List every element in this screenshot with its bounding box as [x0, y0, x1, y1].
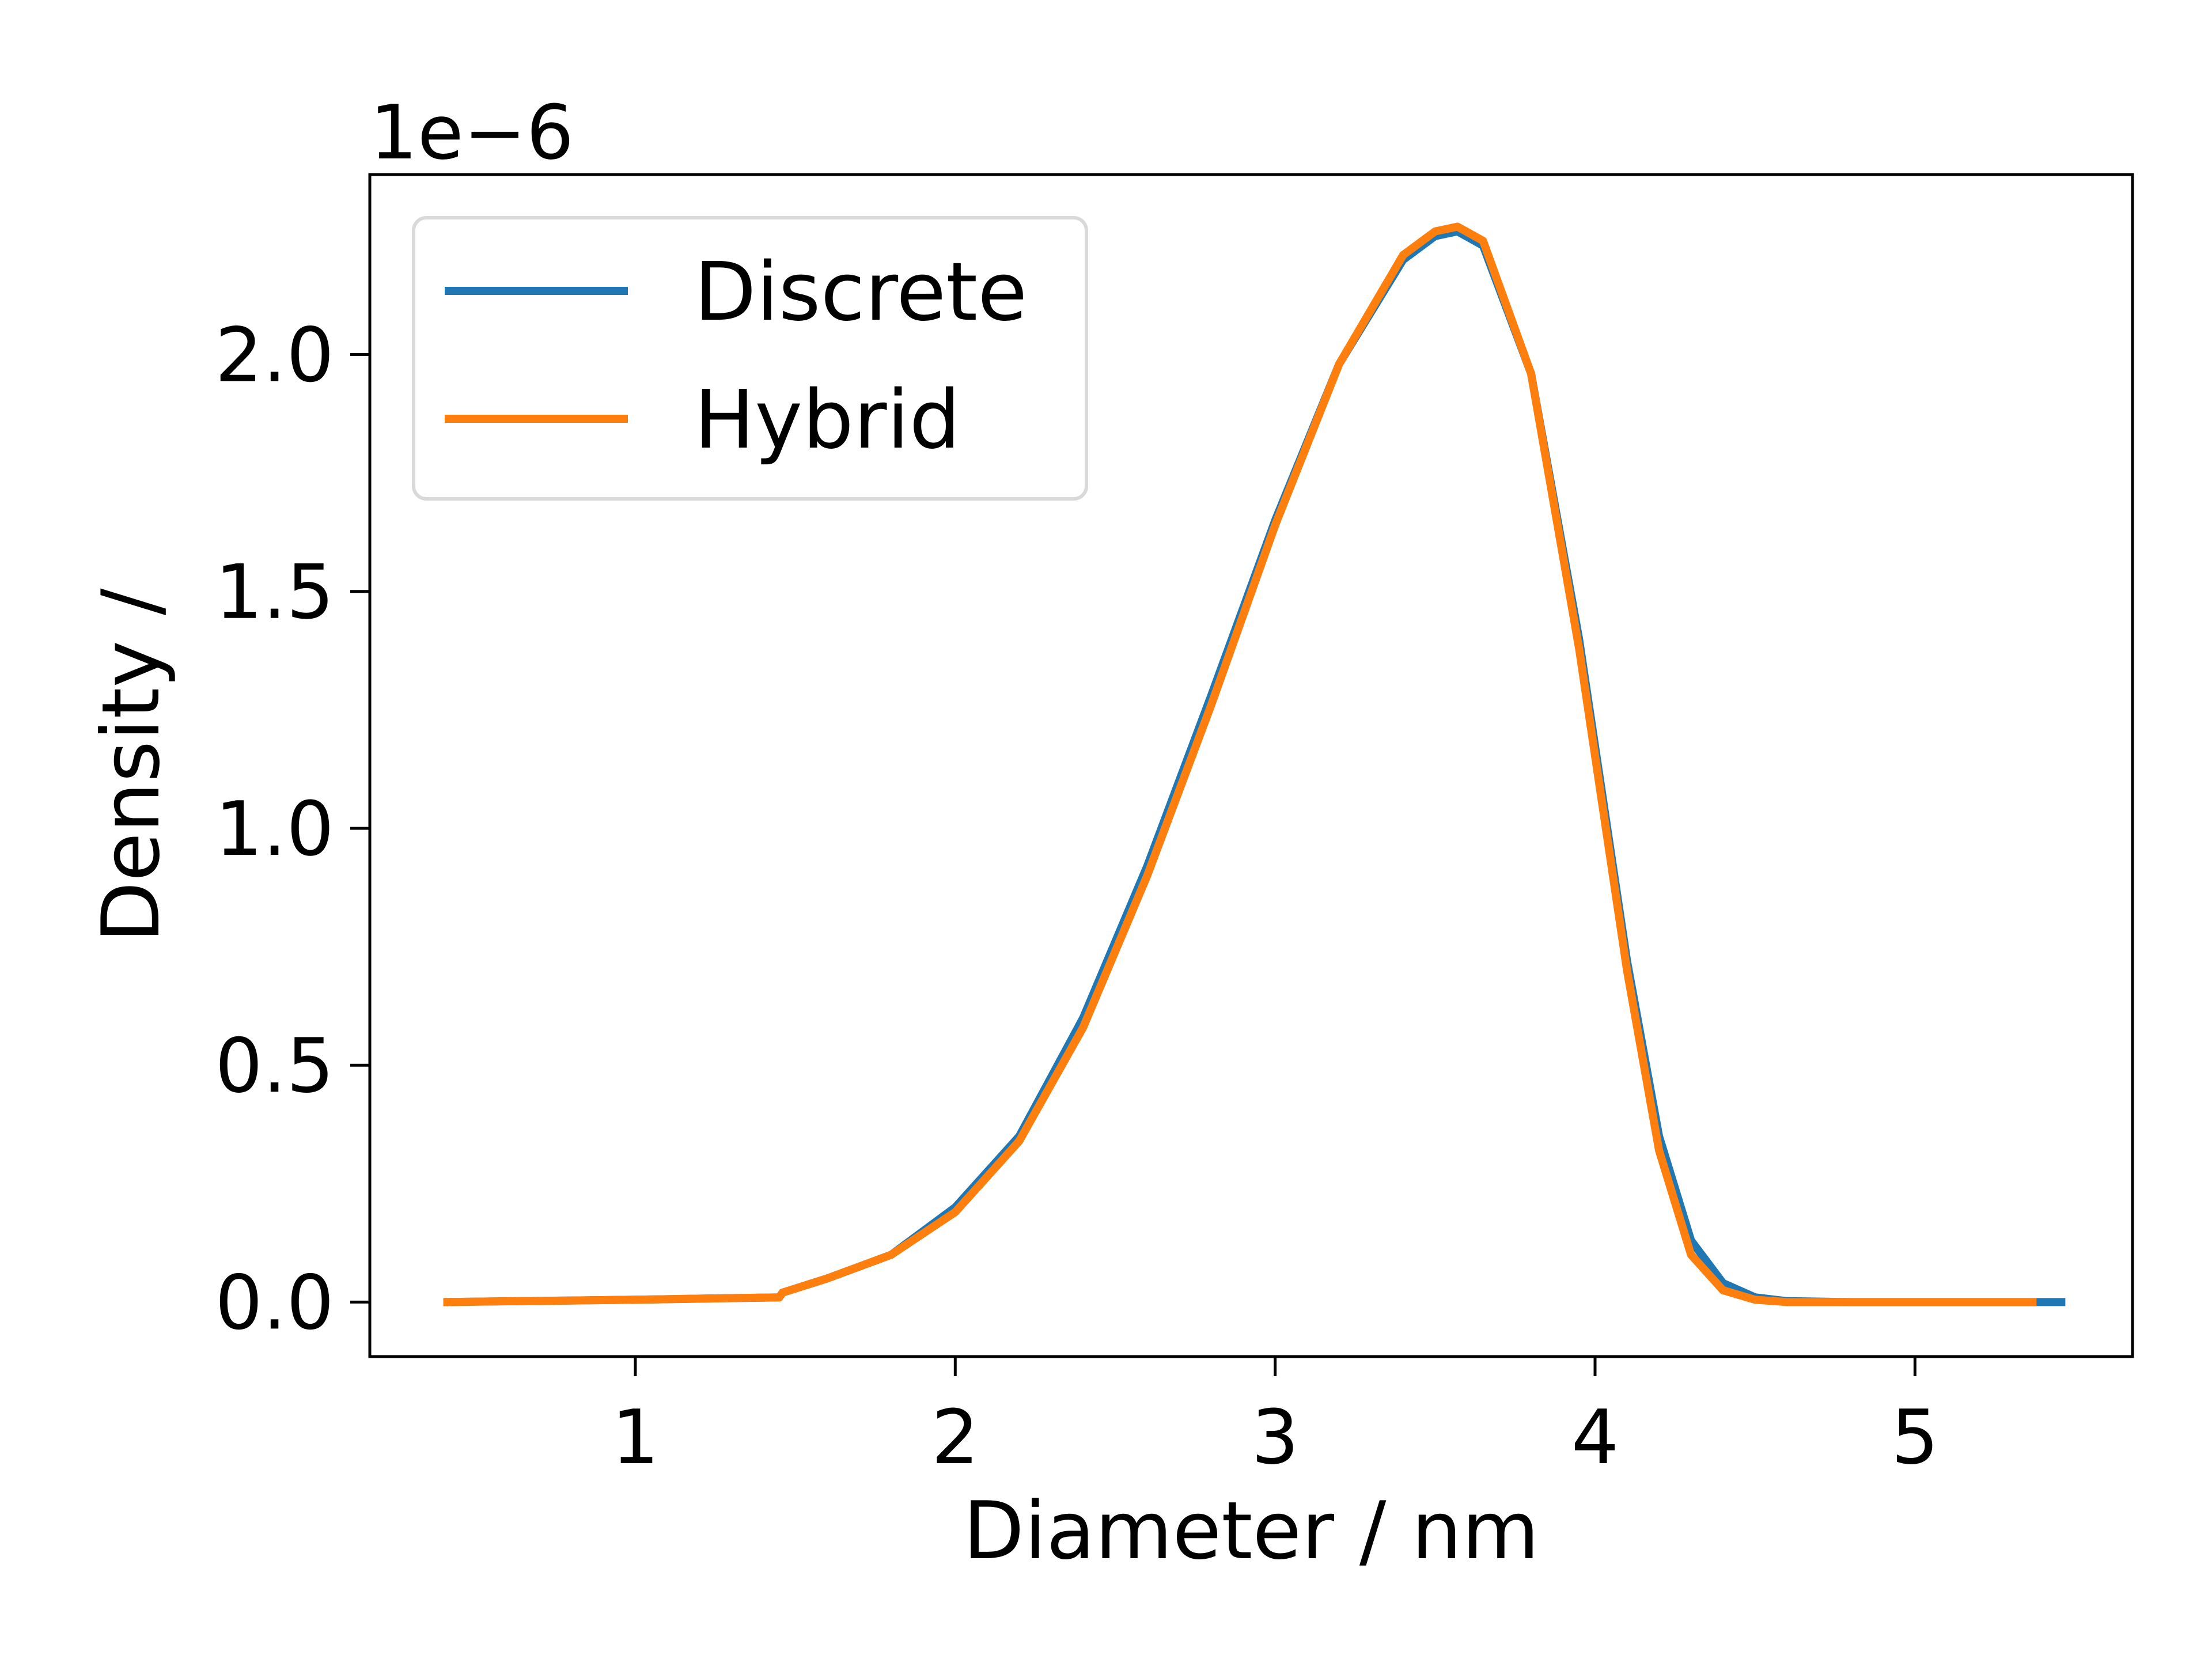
x-axis-ticks: 1 2 3 4 5: [612, 1357, 1939, 1481]
plot-area: [368, 173, 2134, 1358]
y-tick-label: 2.0: [215, 312, 334, 399]
series-line-hybrid: [443, 222, 2037, 1306]
legend: Discrete Hybrid: [412, 216, 1088, 501]
x-tick-label: 5: [1891, 1393, 1939, 1481]
y-tick-label: 1.0: [215, 785, 334, 873]
legend-label-discrete: Discrete: [694, 245, 1027, 339]
y-axis-ticks: 0.0 0.5 1.0 1.5 2.0: [215, 312, 370, 1346]
y-tick-label: 0.0: [215, 1259, 334, 1346]
legend-label-hybrid: Hybrid: [694, 373, 960, 467]
y-axis-label: Density /: [85, 588, 177, 943]
x-tick-label: 1: [612, 1393, 660, 1481]
y-tick-label: 1.5: [215, 548, 334, 636]
y-offset-label: 1e−6: [370, 89, 574, 176]
series-layer: [443, 222, 2066, 1306]
x-tick-label: 2: [931, 1393, 979, 1481]
x-tick-label: 3: [1251, 1393, 1299, 1481]
x-axis-label: Diameter / nm: [963, 1484, 1539, 1577]
axes-frame: [368, 173, 2134, 1358]
x-tick-label: 4: [1571, 1393, 1619, 1481]
y-tick-label: 0.5: [215, 1022, 334, 1109]
